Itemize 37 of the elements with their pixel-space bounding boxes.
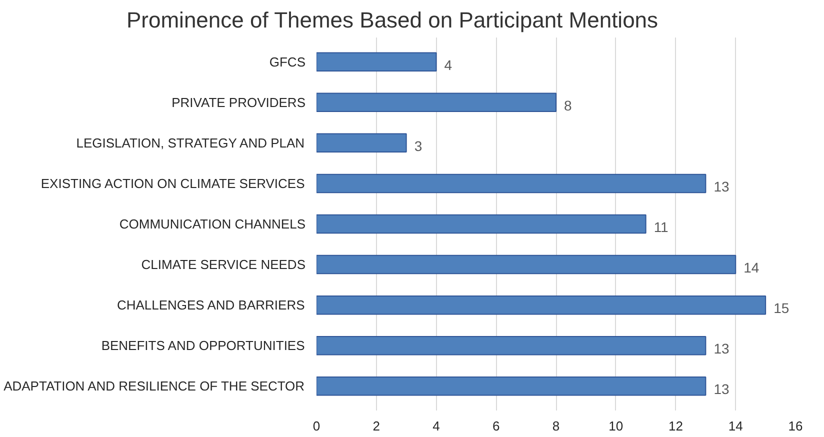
data-label: 3 (414, 138, 422, 154)
x-tick-label: 4 (432, 418, 440, 434)
y-tick-label: GFCS (269, 54, 306, 70)
x-tick-label: 10 (608, 418, 624, 434)
bar (316, 295, 766, 315)
data-label: 11 (654, 219, 669, 235)
y-tick-label: LEGISLATION, STRATEGY AND PLAN (76, 135, 305, 150)
y-tick-label: CHALLENGES AND BARRIERS (116, 298, 306, 313)
data-label: 13 (714, 178, 730, 194)
bar (316, 174, 706, 194)
bar (316, 133, 407, 153)
x-tick-label: 8 (552, 418, 560, 434)
data-label: 8 (564, 97, 572, 114)
chart-title: Prominence of Themes Based on Participant Mentions (126, 8, 658, 32)
y-tick-label: COMMUNICATION CHANNELS (119, 216, 306, 232)
y-tick-label: PRIVATE PROVIDERS (172, 94, 306, 110)
x-tick-label: 0 (312, 418, 320, 434)
data-label: 4 (444, 56, 452, 73)
x-tick-label: 6 (492, 418, 500, 434)
bar (316, 214, 646, 234)
bar (316, 336, 706, 356)
y-tick-label: EXISTING ACTION ON CLIMATE SERVICES (40, 176, 306, 191)
y-tick-label: BENEFITS AND OPPORTUNITIES (101, 338, 306, 354)
bar (316, 376, 706, 396)
y-tick-label: CLIMATE SERVICE NEEDS (141, 257, 306, 272)
data-label: 13 (714, 340, 730, 357)
x-tick-label: 12 (668, 418, 683, 434)
y-tick-label: ADAPTATION AND RESILIENCE OF THE SECTOR (4, 378, 305, 394)
bar (316, 52, 437, 72)
data-label: 13 (714, 381, 730, 398)
x-tick-label: 16 (788, 418, 803, 434)
x-tick-label: 14 (728, 418, 743, 434)
bar (316, 254, 736, 274)
x-tick-label: 2 (372, 418, 380, 434)
data-label: 15 (774, 300, 790, 316)
data-label: 14 (744, 260, 760, 276)
bar (316, 92, 556, 112)
